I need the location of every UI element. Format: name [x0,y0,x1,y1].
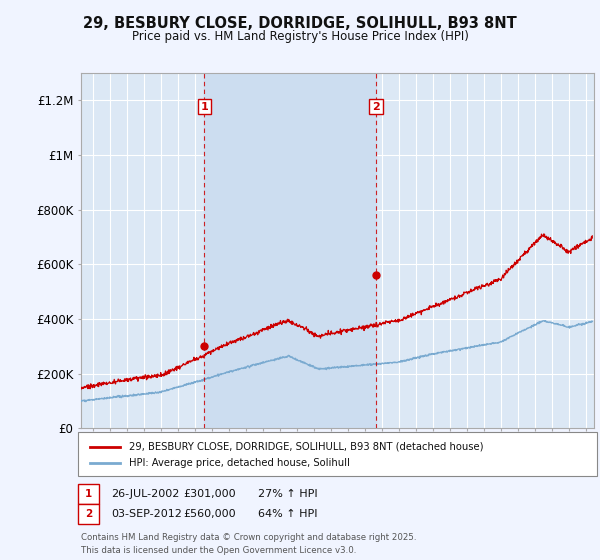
Text: 26-JUL-2002: 26-JUL-2002 [111,489,179,499]
Text: 2: 2 [85,509,92,519]
Text: HPI: Average price, detached house, Solihull: HPI: Average price, detached house, Soli… [129,458,350,468]
Text: 1: 1 [85,489,92,499]
Text: 27% ↑ HPI: 27% ↑ HPI [258,489,317,499]
Text: 03-SEP-2012: 03-SEP-2012 [111,509,182,519]
Text: £560,000: £560,000 [183,509,236,519]
Text: 29, BESBURY CLOSE, DORRIDGE, SOLIHULL, B93 8NT (detached house): 29, BESBURY CLOSE, DORRIDGE, SOLIHULL, B… [129,441,484,451]
Bar [205,73,376,428]
Text: 64% ↑ HPI: 64% ↑ HPI [258,509,317,519]
Text: 1: 1 [200,101,208,111]
Text: Contains HM Land Registry data © Crown copyright and database right 2025.
This d: Contains HM Land Registry data © Crown c… [81,533,416,554]
Text: Price paid vs. HM Land Registry's House Price Index (HPI): Price paid vs. HM Land Registry's House … [131,30,469,43]
Text: £301,000: £301,000 [183,489,236,499]
Text: 2: 2 [372,101,380,111]
Text: 29, BESBURY CLOSE, DORRIDGE, SOLIHULL, B93 8NT: 29, BESBURY CLOSE, DORRIDGE, SOLIHULL, B… [83,16,517,31]
